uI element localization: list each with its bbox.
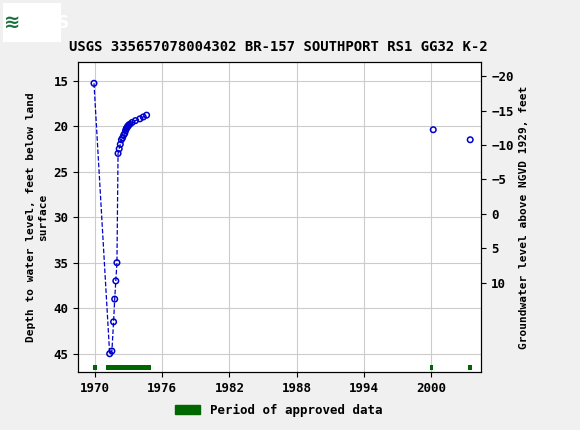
- Point: [135, 115, 144, 122]
- Point: [111, 277, 121, 284]
- Point: [105, 350, 114, 357]
- Point: [130, 117, 140, 124]
- Legend: Period of approved data: Period of approved data: [169, 399, 387, 421]
- Point: [113, 259, 122, 266]
- Point: [110, 296, 119, 303]
- Point: [114, 145, 124, 152]
- Point: [124, 122, 133, 129]
- Bar: [106, 365, 151, 370]
- Point: [121, 127, 130, 134]
- Text: USGS 335657078004302 BR-157 SOUTHPORT RS1 GG32 K-2: USGS 335657078004302 BR-157 SOUTHPORT RS…: [69, 40, 488, 54]
- Bar: [468, 365, 473, 370]
- Point: [107, 347, 117, 354]
- Point: [119, 132, 128, 138]
- Point: [142, 112, 151, 119]
- Point: [128, 119, 137, 126]
- Point: [124, 123, 133, 129]
- Point: [122, 124, 132, 131]
- Point: [114, 150, 123, 157]
- Y-axis label: Depth to water level, feet below land
surface: Depth to water level, feet below land su…: [27, 92, 48, 342]
- Point: [120, 130, 129, 137]
- Point: [125, 121, 135, 128]
- Bar: [93, 365, 97, 370]
- Point: [123, 123, 132, 130]
- Text: USGS: USGS: [19, 14, 70, 31]
- Text: ≋: ≋: [4, 13, 20, 32]
- Point: [466, 136, 475, 143]
- Point: [122, 126, 131, 132]
- Point: [139, 114, 148, 120]
- Point: [115, 141, 125, 148]
- Bar: [430, 365, 433, 370]
- Point: [118, 135, 127, 141]
- Bar: [3, 3, 61, 42]
- Point: [117, 136, 126, 143]
- Point: [109, 319, 118, 326]
- Point: [89, 80, 99, 87]
- Point: [429, 126, 438, 133]
- Y-axis label: Groundwater level above NGVD 1929, feet: Groundwater level above NGVD 1929, feet: [519, 86, 529, 349]
